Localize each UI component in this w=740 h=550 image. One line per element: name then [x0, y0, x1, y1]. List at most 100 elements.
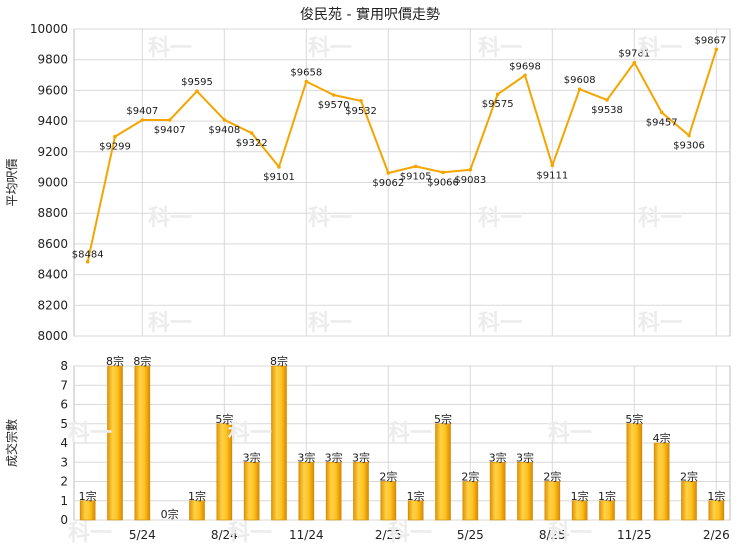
price-data-label: $9306: [673, 141, 705, 152]
watermark-text: 科一: [388, 521, 432, 546]
chart-title: 俊民苑 - 實用呎價走勢: [300, 7, 440, 23]
price-point: [632, 60, 637, 65]
price-data-label: $9101: [263, 172, 295, 183]
line-y-tick-label: 9800: [37, 53, 68, 67]
price-point: [495, 92, 500, 97]
bar-y-tick-label: 0: [60, 513, 68, 527]
price-point: [386, 171, 391, 175]
volume-bar-panel: 0 1 2 3 4 5 6 7 8 5/24 8/24 11/24 2/25 5/25 8/25 11/25 2…: [4, 354, 731, 542]
volume-bar: [243, 461, 260, 521]
price-data-label: $9407: [154, 125, 186, 136]
bar-data-label: 1宗: [407, 489, 425, 503]
price-data-label: $9867: [695, 35, 727, 46]
x-tick-label: 2/26: [703, 528, 730, 542]
price-point: [687, 133, 691, 138]
price-point: [577, 87, 582, 91]
bar-data-label: 3宗: [297, 450, 315, 464]
price-data-label: $9781: [618, 49, 650, 60]
bar-data-label: 2宗: [461, 470, 479, 484]
volume-bar: [681, 481, 697, 521]
volume-bar: [489, 461, 506, 521]
volume-bar: [653, 442, 670, 521]
watermark-text: 科一: [478, 311, 522, 336]
volume-bar: [599, 500, 615, 521]
x-tick-label: 5/25: [457, 528, 484, 542]
volume-bar: [216, 423, 233, 521]
price-point: [441, 170, 445, 175]
bar-data-label: 8宗: [106, 354, 124, 368]
price-line-panel: 8000 8200 8400 8600 8800 9000 9200 9400 9600 9800…: [5, 22, 731, 343]
price-point: [331, 93, 336, 97]
price-point: [277, 165, 281, 169]
bar-data-label: 5宗: [215, 412, 233, 426]
volume-bar: [462, 481, 479, 521]
price-data-label: $9570: [318, 100, 350, 111]
bar-data-label: 3宗: [352, 450, 370, 464]
bar-y-axis-title: 成交宗數: [4, 419, 19, 467]
watermark-text: 科一: [228, 521, 272, 546]
watermark-text: 科一: [638, 311, 682, 336]
bar-y-tick-label: 4: [60, 436, 68, 450]
volume-bar: [380, 481, 397, 521]
price-point: [304, 79, 309, 84]
volume-bar: [571, 500, 588, 521]
volume-bar: [107, 365, 123, 521]
price-point: [113, 134, 117, 139]
x-tick-label: 11/25: [617, 528, 652, 542]
watermark-text: 科一: [148, 36, 192, 61]
price-data-label: $9595: [181, 77, 213, 88]
line-y-tick-label: 9200: [37, 145, 68, 159]
line-y-tick-label: 8400: [37, 268, 68, 282]
price-data-label: $9538: [591, 105, 623, 116]
bar-y-tick-label: 5: [60, 417, 68, 431]
x-tick-label: 8/24: [211, 528, 238, 542]
bar-data-label: 3宗: [489, 450, 507, 464]
bar-data-label: 2宗: [680, 470, 698, 484]
price-data-label: $9407: [126, 106, 158, 117]
price-point: [222, 118, 227, 122]
watermark-text: 科一: [308, 206, 352, 231]
price-data-label: $9083: [454, 175, 486, 186]
watermark-text: 科一: [308, 36, 352, 61]
watermark-text: 科一: [148, 206, 192, 231]
price-data-label: $9698: [509, 61, 541, 72]
bar-data-label: 1宗: [707, 489, 725, 503]
price-point: [605, 98, 609, 102]
volume-bar: [298, 461, 315, 521]
bar-data-label: 2宗: [543, 470, 561, 484]
volume-bar: [544, 481, 561, 521]
bar-data-label: 8宗: [270, 354, 288, 368]
volume-bar: [517, 461, 533, 521]
watermark-text: 科一: [68, 421, 112, 446]
price-point: [413, 164, 418, 169]
x-tick-label: 11/24: [289, 528, 324, 542]
volume-bar: [325, 461, 342, 521]
line-y-tick-label: 9600: [37, 83, 68, 97]
price-point: [85, 259, 90, 264]
line-y-tick-label: 8800: [37, 206, 68, 220]
bar-data-label: 1宗: [598, 489, 616, 503]
watermark-text: 科一: [548, 421, 592, 446]
bar-data-label: 1宗: [571, 489, 589, 503]
volume-bar: [79, 500, 96, 521]
price-data-label: $9062: [372, 178, 404, 189]
watermark-text: 科一: [148, 311, 192, 336]
price-data-label: $9299: [99, 142, 131, 153]
watermark-text: 科一: [388, 421, 432, 446]
x-tick-label: 2/25: [375, 528, 402, 542]
volume-bar: [435, 423, 451, 521]
watermark-text: 科一: [68, 521, 112, 546]
price-point: [714, 47, 719, 52]
line-y-tick-label: 9400: [37, 114, 68, 128]
price-data-label: $9608: [564, 75, 596, 86]
line-y-tick-label: 10000: [30, 22, 68, 36]
price-line: [86, 49, 718, 262]
price-point: [359, 99, 363, 103]
bar-data-label: 2宗: [379, 470, 397, 484]
volume-bar: [134, 365, 151, 521]
watermark-text: 科一: [308, 311, 352, 336]
volume-bar: [189, 500, 205, 521]
bar-y-tick-label: 3: [60, 455, 68, 469]
bar-data-label: 3宗: [243, 450, 261, 464]
